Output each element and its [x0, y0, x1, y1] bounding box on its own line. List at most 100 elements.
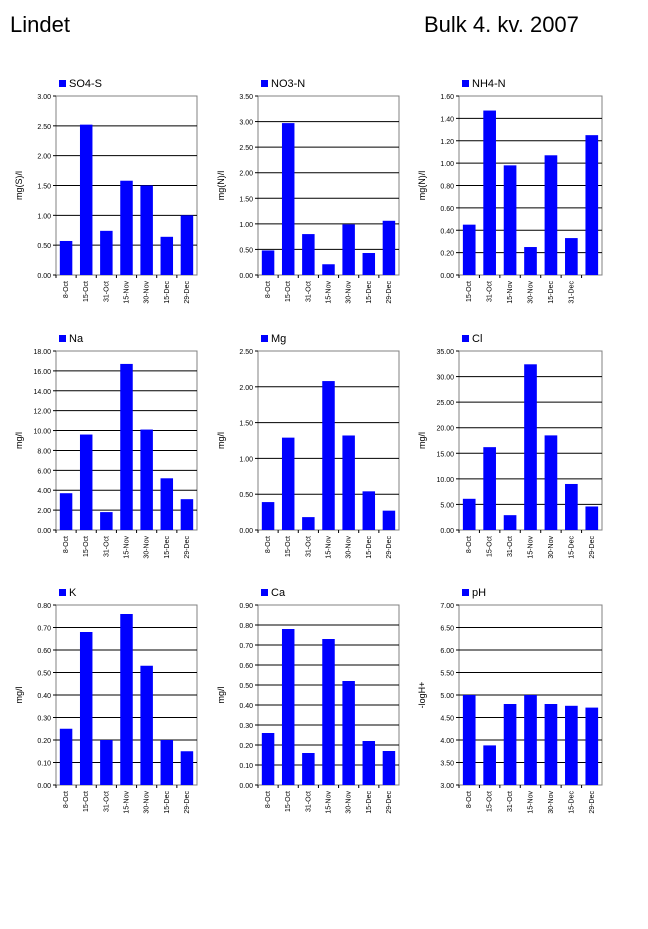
y-tick-label: 8.00: [37, 448, 51, 455]
y-tick-label: 0.00: [440, 273, 454, 280]
bar: [503, 165, 517, 275]
legend-label: Na: [69, 333, 84, 345]
y-tick-label: 0.30: [37, 716, 51, 723]
y-axis-label: mg/l: [14, 686, 24, 703]
y-tick-label: 0.50: [37, 243, 51, 250]
bar: [140, 429, 153, 530]
x-tick-label: 15-Nov: [124, 791, 131, 814]
y-tick-label: 16.00: [33, 369, 51, 376]
y-tick-label: 0.50: [37, 671, 51, 678]
legend-label: K: [69, 587, 77, 599]
y-tick-label: 0.00: [239, 783, 253, 790]
bar: [585, 707, 599, 785]
y-tick-label: 14.00: [33, 389, 51, 396]
x-tick-label: 15-Dec: [164, 281, 171, 304]
bar: [261, 502, 275, 530]
bar: [322, 264, 335, 275]
y-axis-label: mg(N)/l: [417, 171, 427, 201]
y-tick-label: 0.10: [239, 763, 253, 770]
x-tick-label: 30-Nov: [528, 281, 535, 304]
bar: [462, 695, 476, 785]
bar: [544, 704, 558, 785]
y-tick-label: 3.00: [239, 120, 253, 127]
bar: [483, 447, 496, 530]
y-tick-label: 1.00: [239, 456, 253, 463]
y-tick-label: 3.00: [37, 94, 51, 101]
y-tick-label: 1.00: [440, 161, 454, 168]
bar: [503, 704, 517, 785]
y-tick-label: 1.50: [239, 421, 253, 428]
x-tick-label: 15-Oct: [83, 536, 90, 557]
x-tick-label: 15-Dec: [548, 281, 555, 304]
bar: [322, 381, 335, 530]
x-tick-label: 30-Nov: [144, 791, 151, 814]
y-tick-label: 0.20: [440, 251, 454, 258]
bar: [565, 238, 578, 275]
y-tick-label: 0.20: [239, 743, 253, 750]
x-tick-label: 15-Oct: [83, 791, 90, 812]
y-tick-label: 0.70: [37, 626, 51, 633]
y-tick-label: 1.50: [37, 184, 51, 191]
legend-swatch: [59, 80, 66, 87]
legend-label: pH: [472, 587, 486, 599]
y-tick-label: 0.60: [37, 648, 51, 655]
y-axis-label: mg/l: [417, 432, 427, 449]
y-tick-label: 0.00: [239, 273, 253, 280]
bar: [585, 135, 599, 275]
y-tick-label: 2.50: [239, 145, 253, 152]
y-axis-label: mg/l: [216, 432, 226, 449]
legend-label: Cl: [472, 333, 482, 345]
x-tick-label: 15-Dec: [568, 791, 575, 814]
x-tick-label: 15-Oct: [285, 791, 292, 812]
bar: [120, 363, 133, 530]
bar: [322, 639, 335, 785]
plot-area: [257, 95, 400, 276]
x-tick-label: 15-Oct: [487, 536, 494, 557]
bar: [524, 695, 537, 785]
y-tick-label: 0.20: [37, 738, 51, 745]
x-tick-label: 31-Oct: [305, 536, 312, 557]
legend-swatch: [462, 589, 469, 596]
y-axis-label: mg/l: [14, 432, 24, 449]
legend-swatch: [59, 335, 66, 342]
y-tick-label: 0.40: [239, 703, 253, 710]
y-tick-label: 0.30: [239, 723, 253, 730]
bar: [120, 614, 133, 785]
x-tick-label: 15-Nov: [124, 536, 131, 559]
x-tick-label: 15-Oct: [285, 536, 292, 557]
y-tick-label: 0.00: [440, 528, 454, 535]
x-tick-label: 30-Nov: [346, 281, 353, 304]
y-tick-label: 15.00: [436, 451, 454, 458]
y-tick-label: 4.50: [440, 716, 454, 723]
x-tick-label: 8-Oct: [265, 536, 272, 553]
bar: [503, 515, 517, 530]
x-tick-label: 29-Dec: [386, 281, 393, 304]
bar: [483, 745, 496, 785]
y-tick-label: 0.70: [239, 643, 253, 650]
x-tick-label: 15-Dec: [568, 536, 575, 559]
y-tick-label: 30.00: [436, 375, 454, 382]
x-tick-label: 15-Dec: [164, 791, 171, 814]
bar: [79, 124, 93, 275]
bar: [100, 230, 113, 275]
bar: [462, 498, 476, 530]
y-tick-label: 0.50: [239, 683, 253, 690]
bar: [382, 751, 396, 785]
bar: [524, 247, 537, 275]
y-tick-label: 0.50: [239, 492, 253, 499]
bar: [261, 250, 275, 275]
bar: [59, 493, 73, 530]
bar: [140, 665, 153, 785]
bar: [565, 705, 578, 785]
x-tick-label: 15-Dec: [366, 281, 373, 304]
y-tick-label: 6.50: [440, 626, 454, 633]
chart-k: 0.00 0.10 0.20 0.30 0.40 0.50 0.60 0.70 0.80 8-Oc…: [14, 587, 198, 814]
chart-so4-s: 0.00 0.50 1.00 1.50 2.00 2.50 3.00 8-Oct 15-Oct 3…: [14, 78, 198, 304]
x-tick-label: 31-Oct: [507, 536, 514, 557]
y-tick-label: 5.00: [440, 502, 454, 509]
y-tick-label: 1.50: [239, 196, 253, 203]
x-tick-label: 31-Oct: [103, 536, 110, 557]
y-tick-label: 1.60: [440, 94, 454, 101]
x-tick-label: 30-Nov: [144, 281, 151, 304]
bar: [462, 224, 476, 275]
